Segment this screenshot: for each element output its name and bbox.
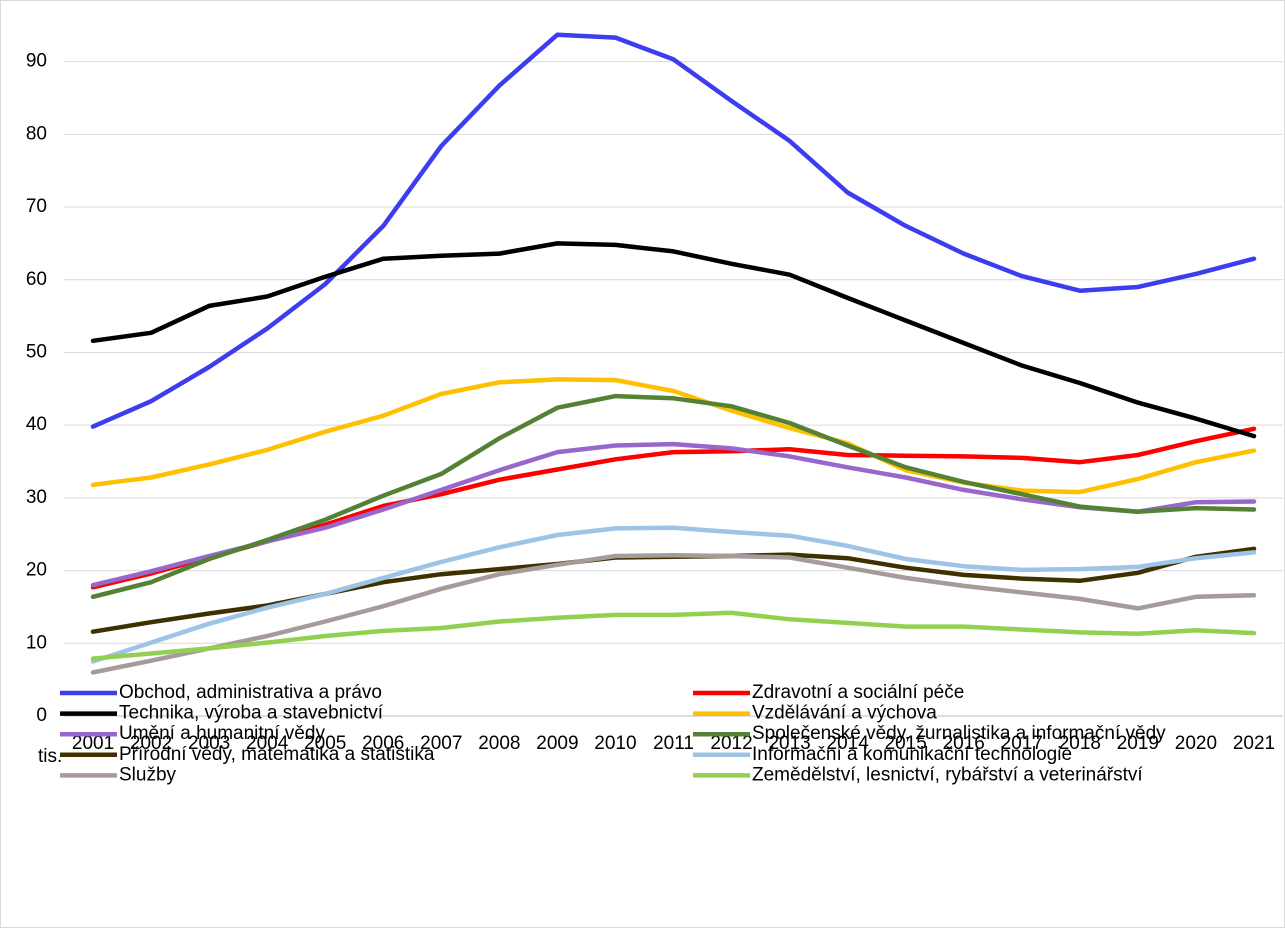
- y-tick-label: 80: [26, 123, 47, 144]
- x-tick-label: 2007: [420, 733, 462, 754]
- series-line: [90, 241, 1257, 439]
- x-tick-label: 2019: [1117, 733, 1159, 754]
- x-tick-label: 2011: [653, 733, 694, 754]
- x-tick-label: 2020: [1175, 733, 1217, 754]
- y-tick-label: 30: [26, 487, 47, 508]
- x-tick-label: 2008: [478, 733, 520, 754]
- x-tick-label: 2015: [885, 733, 927, 754]
- series-line: [90, 525, 1257, 664]
- legend-label: Informační a komunikační technologie: [752, 744, 1072, 765]
- y-tick-label: 10: [26, 632, 47, 653]
- x-tick-label: 2021: [1233, 733, 1275, 754]
- y-tick-label: 40: [26, 414, 47, 435]
- x-tick-label: 2006: [362, 733, 404, 754]
- series-line: [90, 553, 1257, 675]
- series-line: [90, 393, 1257, 600]
- legend-label: Vzdělávání a výchova: [752, 703, 937, 724]
- legend-label: Přírodní vědy, matematika a statistika: [119, 744, 435, 765]
- x-tick-label: 2013: [768, 733, 810, 754]
- legend-label: Zemědělství, lesnictví, rybářství a vete…: [752, 764, 1143, 785]
- x-tick-label: 2014: [827, 733, 870, 754]
- legend-label: Umění a humanitní vědy: [119, 723, 325, 744]
- series-line: [90, 32, 1257, 429]
- series-line: [90, 377, 1257, 495]
- legend-label: Služby: [119, 764, 177, 785]
- x-tick-label: 2009: [536, 733, 578, 754]
- x-tick-label: 2012: [710, 733, 752, 754]
- legend-label: Obchod, administrativa a právo: [119, 682, 382, 703]
- legend-label: Technika, výroba a stavebnictví: [119, 703, 384, 724]
- x-tick-label: 2005: [304, 733, 346, 754]
- y-tick-label: 20: [26, 560, 47, 581]
- x-tick-label: 2001: [72, 733, 114, 754]
- y-tick-label: 60: [26, 269, 47, 290]
- x-tick-label: 2003: [188, 733, 230, 754]
- y-tick-label: 70: [26, 196, 47, 217]
- y-tick-label: 90: [26, 51, 47, 72]
- x-tick-label: 2017: [1001, 733, 1043, 754]
- series-line: [90, 610, 1257, 661]
- y-tick-label: 0: [36, 705, 47, 726]
- legend-label: Zdravotní a sociální péče: [752, 682, 964, 703]
- x-tick-label: 2004: [246, 733, 289, 754]
- y-tick-label: 50: [26, 341, 47, 362]
- x-tick-label: 2010: [594, 733, 636, 754]
- x-tick-label: 2016: [943, 733, 985, 754]
- x-tick-label: 2018: [1059, 733, 1101, 754]
- x-tick-label: 2002: [130, 733, 172, 754]
- legend-label: Společenské vědy, žurnalistika a informa…: [752, 723, 1166, 744]
- y-axis-label: tis.: [38, 746, 62, 767]
